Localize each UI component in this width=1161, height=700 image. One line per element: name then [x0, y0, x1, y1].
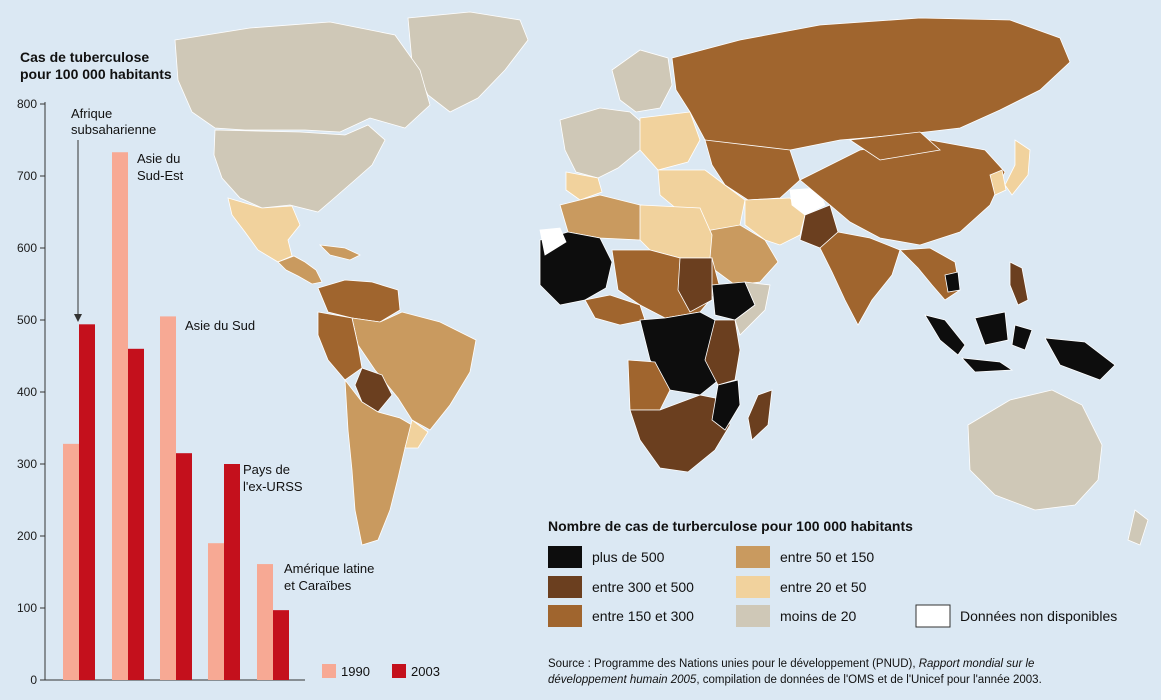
map-legend-swatch-300-500: [548, 576, 582, 598]
category-label-amerique-2: et Caraïbes: [284, 578, 352, 593]
region-sulawesi: [1011, 324, 1033, 351]
region-central-america: [277, 255, 323, 285]
bar-chart: Cas de tuberculose pour 100 000 habitant…: [17, 49, 440, 687]
y-tick-label: 300: [17, 457, 37, 471]
bar-2003-0: [79, 324, 95, 680]
category-label-ex-urss-2: l'ex-URSS: [243, 479, 303, 494]
region-madagascar: [747, 389, 773, 441]
region-borneo: [974, 311, 1009, 346]
bar-1990-3: [208, 543, 224, 680]
region-india: [819, 231, 901, 326]
legend-swatch-2003: [392, 664, 406, 678]
region-se-asia: [899, 247, 961, 301]
region-somalia: [734, 281, 771, 336]
source-line-1: Source : Programme des Nations unies pou…: [548, 658, 1034, 670]
category-label-asie-se-1: Asie du: [137, 151, 180, 166]
map-legend-swatch-moins-20: [736, 605, 770, 627]
y-tick-label: 700: [17, 169, 37, 183]
region-iberia: [565, 171, 603, 201]
region-japan: [1004, 139, 1031, 196]
y-tick-label: 200: [17, 529, 37, 543]
afrique-arrowhead: [74, 314, 82, 322]
category-label-asie-sud: Asie du Sud: [185, 318, 255, 333]
legend-label-2003: 2003: [411, 664, 440, 679]
region-brazil: [351, 311, 477, 431]
region-usa: [213, 124, 386, 213]
bar-2003-3: [224, 464, 240, 680]
region-mongolia: [848, 131, 941, 161]
region-canada: [174, 21, 431, 133]
bar-2003-2: [176, 453, 192, 680]
region-philippines: [1009, 261, 1029, 306]
region-russia: [671, 17, 1071, 151]
region-sudan: [677, 257, 713, 313]
region-western-europe: [559, 107, 649, 179]
region-angola: [627, 359, 671, 411]
region-southern-cone: [344, 378, 413, 546]
bar-2003-4: [273, 610, 289, 680]
map-legend-label-50-150: entre 50 et 150: [780, 549, 874, 565]
map-legend-swatch-50-150: [736, 546, 770, 568]
legend-label-1990: 1990: [341, 664, 370, 679]
bar-1990-4: [257, 564, 273, 680]
bar-1990-2: [160, 316, 176, 680]
y-tick-label: 500: [17, 313, 37, 327]
source-line-2: développement humain 2005, compilation d…: [548, 674, 1042, 686]
map-legend-label-150-300: entre 150 et 300: [592, 608, 694, 624]
region-peru: [317, 311, 363, 381]
region-west-africa: [539, 231, 613, 306]
y-ticks: 0 100 200 300 400 500 600 700 800: [17, 97, 45, 687]
source-line-2-b: , compilation de données de l'OMS et de …: [696, 674, 1041, 686]
y-tick-label: 800: [17, 97, 37, 111]
map-legend-label-300-500: entre 300 et 500: [592, 579, 694, 595]
category-label-ex-urss-1: Pays de: [243, 462, 290, 477]
source-line-2-a: développement humain 2005: [548, 674, 697, 686]
region-west-africa-na: [539, 227, 567, 256]
world-map: [174, 11, 1149, 546]
region-east-africa: [704, 319, 741, 386]
region-uruguay: [404, 419, 429, 449]
region-caribbean: [318, 244, 361, 261]
y-tick-label: 100: [17, 601, 37, 615]
chart-title-line-2: pour 100 000 habitants: [20, 66, 172, 82]
map-legend-label-20-50: entre 20 et 50: [780, 579, 867, 595]
map-legend-label-moins-20: moins de 20: [780, 608, 856, 624]
source-line-1-b: Rapport mondial sur le: [919, 658, 1035, 670]
category-label-afrique-2: subsaharienne: [71, 122, 156, 137]
y-tick-label: 400: [17, 385, 37, 399]
region-scandinavia: [611, 49, 673, 113]
bars: [63, 152, 289, 681]
region-cambodia: [944, 271, 961, 293]
y-tick-label: 600: [17, 241, 37, 255]
region-australia: [967, 389, 1103, 511]
region-mozambique: [711, 379, 741, 431]
map-legend-swatch-nd: [915, 604, 951, 628]
category-label-afrique-1: Afrique: [71, 106, 112, 121]
region-new-zealand: [1127, 509, 1149, 546]
map-legend-title: Nombre de cas de turberculose pour 100 0…: [548, 518, 913, 534]
legend-swatch-1990: [322, 664, 336, 678]
region-new-guinea: [1044, 337, 1116, 381]
region-mexico: [227, 197, 301, 263]
map-legend-label-plus-500: plus de 500: [592, 549, 665, 565]
bar-2003-1: [128, 348, 144, 680]
map-legend-swatch-plus-500: [548, 546, 582, 568]
source-line-1-a: Source : Programme des Nations unies pou…: [548, 658, 919, 670]
region-korea: [989, 169, 1007, 196]
chart-title-line-1: Cas de tuberculose: [20, 49, 149, 65]
category-label-asie-se-2: Sud-Est: [137, 168, 184, 183]
map-legend: Nombre de cas de turberculose pour 100 0…: [548, 518, 1117, 628]
region-north-south-america: [317, 279, 401, 323]
region-indonesia-1: [924, 314, 966, 356]
bar-1990-0: [63, 443, 79, 680]
y-tick-label: 0: [30, 673, 37, 687]
region-southern-africa: [629, 394, 731, 473]
category-label-amerique-1: Amérique latine: [284, 561, 374, 576]
map-legend-label-nd: Données non disponibles: [960, 608, 1117, 624]
map-legend-swatch-20-50: [736, 576, 770, 598]
map-legend-swatch-150-300: [548, 605, 582, 627]
bar-1990-1: [112, 152, 128, 681]
region-indonesia-2: [960, 357, 1014, 373]
